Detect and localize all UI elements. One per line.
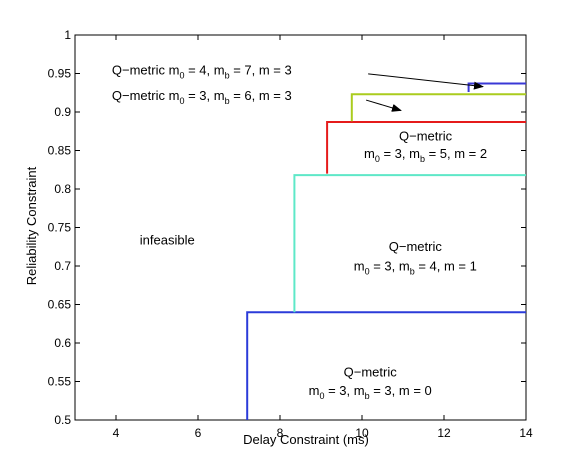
x-axis-label: Delay Constraint (ms) — [243, 432, 369, 447]
subscript: 0 — [365, 267, 370, 277]
annotation-part: m — [364, 146, 375, 161]
y-tick-label: 1 — [64, 28, 71, 42]
annotation-part: Q−metric m — [112, 88, 180, 103]
annotation-part: = 3, m = 0 — [370, 383, 432, 398]
subscript: b — [225, 96, 230, 106]
x-tick-label: 4 — [113, 426, 120, 440]
series-line-3 — [350, 93, 526, 122]
annotation-part: = 6, m = 3 — [230, 88, 292, 103]
y-tick-label: 0.8 — [54, 182, 71, 196]
annotation-a_m3: Q−metric m0 = 3, mb = 3, m = 0 — [309, 364, 432, 400]
x-axis-ticks: 4 6 8 10 12 14 — [113, 35, 533, 440]
annotation-title: Q−metric — [344, 364, 398, 379]
y-tick-label: 0.55 — [48, 375, 72, 389]
infeasible-region-label: infeasible — [140, 232, 195, 247]
annotation-part: = 3, m — [380, 146, 420, 161]
y-axis-ticks: 0.5 0.55 0.6 0.65 0.7 0.75 0.8 0.85 0.9 0.95 1 — [48, 28, 526, 427]
annotation-part: = 3, m — [370, 259, 410, 274]
y-axis-label: Reliability Constraint — [24, 166, 39, 285]
subscript: b — [225, 70, 230, 80]
annotation-a_m5: Q−metric m0 = 3, mb = 5, m = 2 — [364, 128, 487, 164]
series-layer — [246, 82, 526, 420]
x-tick-label: 10 — [355, 426, 369, 440]
subscript: 0 — [179, 70, 184, 80]
annotation-a_m4: Q−metric m0 = 3, mb = 4, m = 1 — [354, 239, 477, 277]
y-tick-label: 0.6 — [54, 336, 71, 350]
y-tick-label: 0.5 — [54, 413, 71, 427]
series-line-4 — [467, 82, 526, 92]
annotation-arrow — [368, 73, 484, 90]
subscript: b — [410, 267, 415, 277]
series-line-0 — [246, 311, 526, 420]
annotation-text: m0 = 3, mb = 4, m = 1 — [354, 259, 477, 277]
y-tick-label: 0.75 — [48, 221, 72, 235]
annotation-text: m0 = 3, mb = 5, m = 2 — [364, 146, 487, 164]
annotation-arrow — [365, 99, 402, 112]
subscript: b — [420, 154, 425, 164]
annotation-part: = 3, m — [324, 383, 364, 398]
annotation-a_m6: Q−metric m0 = 3, mb = 6, m = 3 — [112, 88, 402, 112]
annotation-part: = 5, m = 2 — [425, 146, 487, 161]
y-tick-label: 0.7 — [54, 259, 71, 273]
y-tick-label: 0.95 — [48, 67, 72, 81]
y-tick-label: 0.9 — [54, 105, 71, 119]
x-tick-label: 8 — [277, 426, 284, 440]
subscript: 0 — [319, 391, 324, 401]
annotation-text: Q−metric m0 = 4, mb = 7, m = 3 — [112, 62, 292, 80]
x-tick-label: 14 — [519, 426, 533, 440]
series-line-1 — [293, 174, 526, 313]
annotation-part: m — [354, 259, 365, 274]
annotation-part: = 3, m — [184, 88, 224, 103]
subscript: 0 — [179, 96, 184, 106]
annotation-part: = 4, m = 1 — [415, 259, 477, 274]
annotation-part: Q−metric m — [112, 62, 180, 77]
x-tick-label: 12 — [437, 426, 451, 440]
subscript: b — [365, 391, 370, 401]
annotation-part: = 4, m — [184, 62, 224, 77]
annotation-layer: Q−metric m0 = 4, mb = 7, m = 3Q−metric m… — [112, 62, 487, 401]
series-line-2 — [326, 121, 526, 174]
x-tick-label: 6 — [195, 426, 202, 440]
subscript: 0 — [375, 154, 380, 164]
annotation-a_m7: Q−metric m0 = 4, mb = 7, m = 3 — [112, 62, 484, 90]
annotation-part: m — [309, 383, 320, 398]
annotation-title: Q−metric — [399, 128, 453, 143]
y-tick-label: 0.85 — [48, 144, 72, 158]
annotation-text: m0 = 3, mb = 3, m = 0 — [309, 383, 432, 401]
annotation-part: = 7, m = 3 — [230, 62, 292, 77]
y-tick-label: 0.65 — [48, 298, 72, 312]
annotation-title: Q−metric — [389, 239, 443, 254]
annotation-text: Q−metric m0 = 3, mb = 6, m = 3 — [112, 88, 292, 106]
